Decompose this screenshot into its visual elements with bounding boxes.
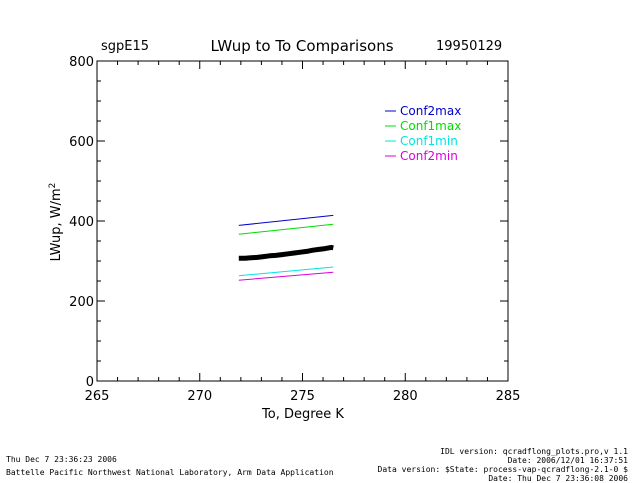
x-axis-label: To, Degree K xyxy=(261,407,344,422)
y-tick-label: 600 xyxy=(69,135,94,150)
observations-curve xyxy=(238,244,334,261)
footer-data-version: Data version: $State: process-vap-qcradf… xyxy=(377,465,628,474)
footer-timestamp: Thu Dec 7 23:36:23 2006 xyxy=(6,455,117,464)
site-label: sgpE15 xyxy=(101,39,149,54)
y-tick-label: 400 xyxy=(69,215,94,230)
axis-ticks: 265 270 275 280 285 0 200 400 600 800 xyxy=(69,55,520,404)
y-tick-label: 0 xyxy=(86,375,94,390)
x-tick-label: 270 xyxy=(187,389,212,404)
series-lines xyxy=(238,214,334,281)
x-tick-label: 285 xyxy=(496,389,521,404)
series-line-conf2max xyxy=(238,214,334,226)
observation-line xyxy=(238,244,334,261)
footer-left: Thu Dec 7 23:36:23 2006 Battelle Pacific… xyxy=(6,455,334,477)
date-label: 19950129 xyxy=(436,39,502,54)
y-tick-label: 800 xyxy=(69,55,94,70)
footer-organization: Battelle Pacific Northwest National Labo… xyxy=(6,468,334,477)
legend-label-conf1min: Conf1min xyxy=(400,134,458,148)
legend-label-conf1max: Conf1max xyxy=(400,119,461,133)
y-axis-label-text: LWup, W/m xyxy=(49,188,64,261)
x-tick-label: 280 xyxy=(393,389,418,404)
footer-idl-date: Date: 2006/12/01 16:37:51 xyxy=(507,456,628,465)
x-tick-label: 265 xyxy=(85,389,110,404)
x-tick-label: 275 xyxy=(290,389,315,404)
series-line-conf1min xyxy=(238,266,334,277)
footer-right: IDL version: qcradflong_plots.pro,v 1.1 … xyxy=(378,447,628,483)
series-line-conf1max xyxy=(238,223,334,235)
footer-data-date: Date: Thu Dec 7 23:36:08 2006 xyxy=(488,474,628,483)
footer-idl-version: IDL version: qcradflong_plots.pro,v 1.1 xyxy=(440,447,628,456)
legend-label-conf2max: Conf2max xyxy=(400,104,461,118)
y-tick-label: 200 xyxy=(69,295,94,310)
chart-title: LWup to To Comparisons xyxy=(210,37,393,55)
series-line-conf2min xyxy=(238,271,334,281)
legend-label-conf2min: Conf2min xyxy=(400,149,458,163)
y-axis-label: LWup, W/m2 xyxy=(48,183,64,262)
y-axis-label-superscript: 2 xyxy=(48,183,58,189)
